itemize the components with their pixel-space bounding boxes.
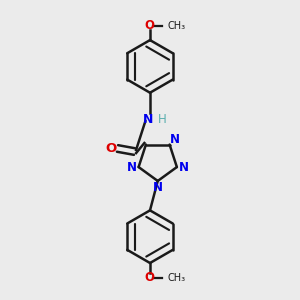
Text: O: O [105,142,116,155]
Text: CH₃: CH₃ [167,21,185,31]
Text: O: O [144,272,154,284]
Text: N: N [143,112,154,125]
Text: H: H [158,112,167,125]
Text: N: N [169,133,179,146]
Text: N: N [127,160,137,174]
Text: CH₃: CH₃ [167,273,185,283]
Text: N: N [179,160,189,174]
Text: N: N [153,181,163,194]
Text: O: O [144,19,154,32]
